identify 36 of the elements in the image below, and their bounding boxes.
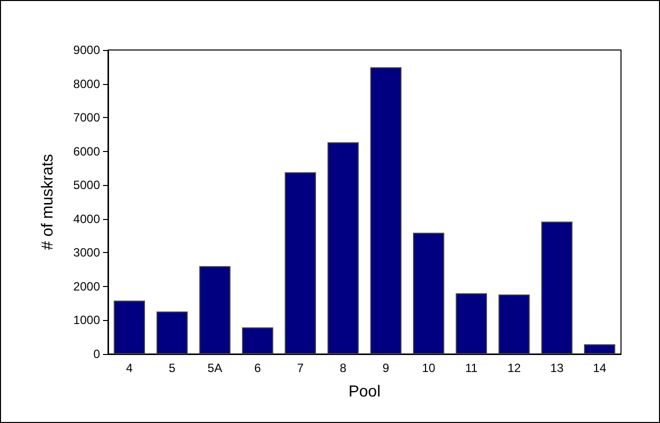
x-tick-label: 4 (126, 361, 134, 375)
bar (156, 311, 188, 354)
bar (413, 232, 444, 354)
y-tick-label: 6000 (73, 144, 100, 158)
bar (199, 266, 230, 354)
bar (541, 222, 572, 354)
y-tick-label: 2000 (73, 279, 100, 294)
x-tick-label: 14 (592, 361, 607, 375)
y-tick-label: 8000 (73, 76, 100, 91)
bar (242, 327, 274, 354)
x-tick-label: 5 (168, 361, 176, 375)
x-tick-label: 5A (208, 361, 222, 375)
x-tick-label: 10 (422, 361, 436, 375)
y-tick-label: 7000 (73, 110, 100, 125)
y-tick-label: 0 (93, 347, 100, 361)
bar (114, 300, 145, 354)
y-axis-title: # of muskrats (40, 154, 56, 250)
bar (284, 172, 316, 354)
y-tick-label: 3000 (73, 246, 100, 260)
x-tick-label: 8 (340, 361, 347, 375)
bar (584, 344, 616, 354)
bar (456, 293, 487, 354)
y-tick-label: 5000 (73, 178, 100, 192)
x-tick-label: 11 (465, 361, 478, 375)
bar (498, 294, 530, 354)
bar (328, 142, 359, 354)
y-tick-label: 9000 (73, 43, 100, 57)
x-tick-label: 9 (382, 361, 390, 375)
x-tick-label: 7 (297, 361, 304, 375)
x-tick-label: 13 (550, 361, 564, 375)
x-axis-title: Pool (348, 384, 381, 400)
y-tick-label: 1000 (73, 313, 100, 328)
bar (370, 67, 402, 354)
x-tick-label: 12 (507, 361, 522, 375)
y-tick-label: 4000 (73, 212, 100, 226)
x-tick-label: 6 (254, 361, 262, 375)
